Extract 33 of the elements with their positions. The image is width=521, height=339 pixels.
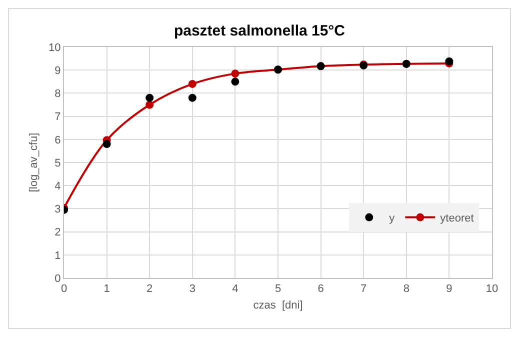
point bbox=[102, 140, 111, 148]
x-axis-title: czas [dni] bbox=[253, 299, 303, 312]
point bbox=[188, 80, 196, 88]
legend-label: y bbox=[389, 212, 396, 225]
y-tick-label: 4 bbox=[54, 180, 61, 192]
point bbox=[146, 100, 154, 109]
legend-label: yteoret bbox=[440, 212, 474, 225]
y-tick-label: 9 bbox=[54, 64, 61, 77]
chart-title: pasztet salmonella 15°C bbox=[174, 22, 346, 40]
y-tick-label: 7 bbox=[54, 111, 61, 124]
x-tick-label: 3 bbox=[189, 283, 196, 296]
y-tick-label: 8 bbox=[54, 88, 61, 100]
x-tick-label: 4 bbox=[232, 283, 238, 296]
y-tick-label: 3 bbox=[54, 204, 61, 216]
x-tick-label: 9 bbox=[446, 283, 452, 296]
x-tick-label: 1 bbox=[104, 283, 110, 296]
x-tick-label: 5 bbox=[274, 283, 282, 296]
y-axis-title: [log_av_cfu] bbox=[28, 132, 40, 192]
point bbox=[188, 94, 196, 102]
x-tick-label: 10 bbox=[486, 283, 498, 296]
y-tick-label: 0 bbox=[54, 272, 61, 285]
x-tick-label: 7 bbox=[360, 283, 367, 296]
y-tick-label: 5 bbox=[54, 157, 61, 170]
y-tick-label: 1 bbox=[54, 250, 61, 262]
x-tick-label: 6 bbox=[318, 283, 324, 296]
point bbox=[146, 94, 154, 102]
point bbox=[231, 78, 240, 86]
y-tick-label: 2 bbox=[54, 226, 61, 239]
x-tick-label: 8 bbox=[403, 283, 410, 296]
point bbox=[231, 70, 240, 78]
y-tick-label: 10 bbox=[48, 42, 61, 54]
y-tick-label: 6 bbox=[54, 134, 61, 146]
x-tick-label: 2 bbox=[146, 283, 153, 296]
